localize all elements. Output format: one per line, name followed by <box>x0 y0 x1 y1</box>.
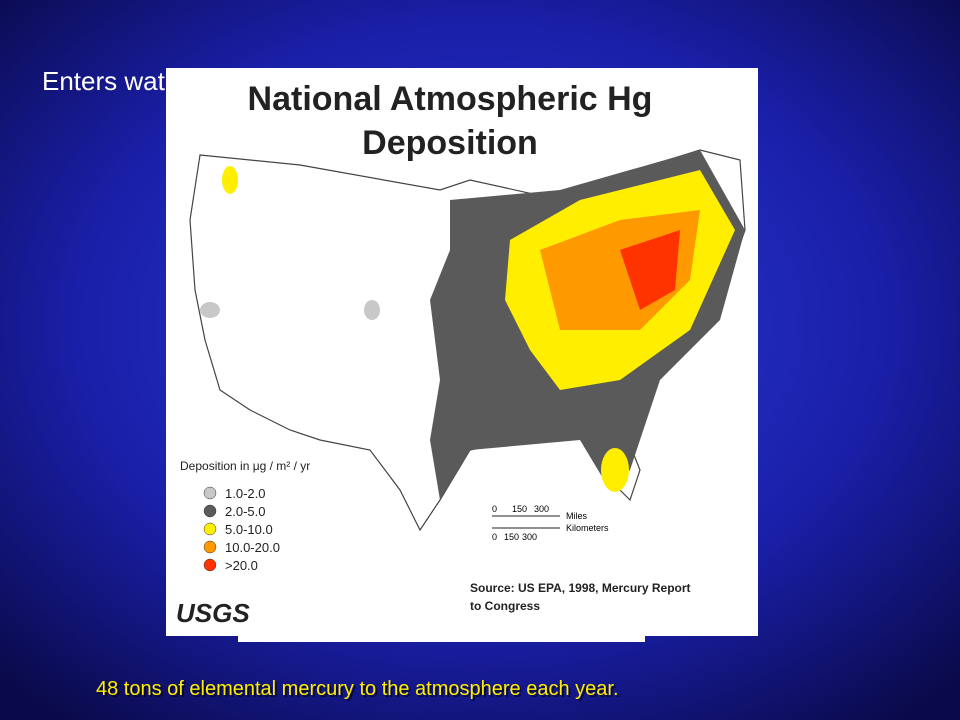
scale-tick: 150 <box>504 532 519 542</box>
map-title: Deposition <box>362 124 538 162</box>
scale-tick: 300 <box>534 504 549 514</box>
legend-label: >20.0 <box>225 558 258 573</box>
deposition-zone <box>601 448 629 492</box>
deposition-zone <box>200 302 220 318</box>
scale-unit: Miles <box>566 511 588 521</box>
scale-tick: 150 <box>512 504 527 514</box>
source: to Congress <box>470 599 540 613</box>
map-shapes <box>189 149 746 532</box>
deposition-zone <box>620 230 680 310</box>
legend-label: 1.0-2.0 <box>225 486 265 501</box>
legend-swatch <box>203 522 217 536</box>
legend-title: Deposition in μg / m² / yr <box>180 459 310 473</box>
footer: 48 tons of elemental mercury to the atmo… <box>96 678 619 700</box>
legend-swatch <box>203 540 217 554</box>
legend-swatch <box>203 558 217 572</box>
legend-swatch <box>203 504 217 518</box>
scale-unit: Kilometers <box>566 523 609 533</box>
map-title: National Atmospheric Hg <box>248 80 653 118</box>
source: Source: US EPA, 1998, Mercury Report <box>470 581 691 595</box>
legend-label: 2.0-5.0 <box>225 504 265 519</box>
scale-tick: 0 <box>492 504 497 514</box>
logo: USGS <box>176 598 250 628</box>
scale-bar: 0 150 300 Miles 0 150 300 Kilometers <box>492 504 609 542</box>
deposition-zone <box>222 166 238 194</box>
scale-tick: 300 <box>522 532 537 542</box>
legend-swatch <box>203 486 217 500</box>
legend-label: 5.0-10.0 <box>225 522 273 537</box>
scale-tick: 0 <box>492 532 497 542</box>
footer-shadow: 48 tons of elemental mercury to the atmo… <box>98 680 621 702</box>
legend-label: 10.0-20.0 <box>225 540 280 555</box>
deposition-zone <box>364 300 380 320</box>
